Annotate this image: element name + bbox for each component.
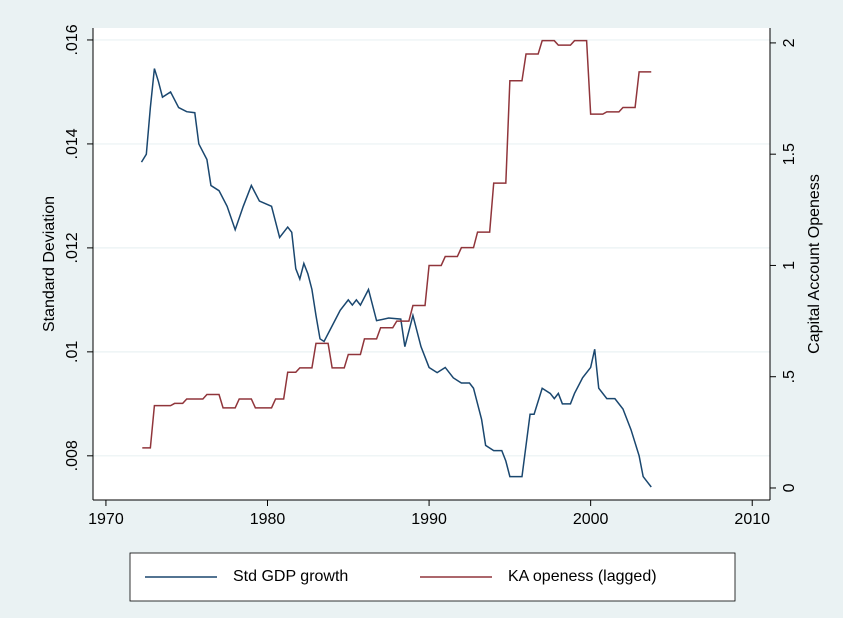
y-tick-label: .008 [64,440,81,471]
data-line [142,39,652,449]
y-tick-label: .012 [64,232,81,263]
x-tick-label: 2010 [734,511,770,528]
x-tick-label: 1980 [250,511,286,528]
y2-tick-label: 0 [781,483,798,492]
y2-axis-title: Capital Account Openess [806,174,823,354]
legend-label: Std GDP growth [233,568,348,585]
x-tick-label: 2000 [573,511,609,528]
y2-tick-label: 1.5 [781,143,798,165]
y-tick-label: .01 [64,341,81,363]
x-tick-label: 1990 [411,511,447,528]
y2-tick-label: .5 [781,370,798,383]
x-tick-label: 1970 [88,511,124,528]
data-line [140,68,652,488]
y2-tick-label: 1 [781,261,798,270]
plot-area [93,28,770,500]
y2-tick-label: 2 [781,38,798,47]
legend-label: KA openess (lagged) [508,568,657,585]
y-tick-label: .014 [64,128,81,159]
y-axis-title: Standard Deviation [41,196,58,332]
y-tick-label: .016 [64,24,81,55]
